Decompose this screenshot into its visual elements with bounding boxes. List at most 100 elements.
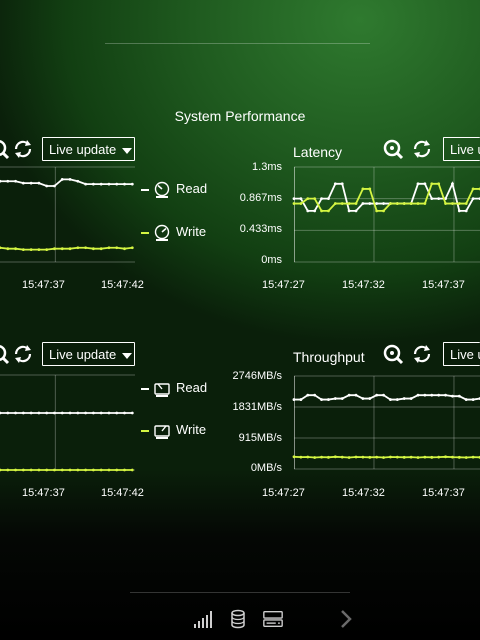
data-point <box>37 181 41 185</box>
data-point <box>327 398 330 401</box>
zoom-icon[interactable] <box>0 343 10 365</box>
data-point <box>457 209 461 213</box>
data-point <box>53 468 56 472</box>
data-point <box>14 468 17 472</box>
y-tick-label: 0.433ms <box>239 223 282 235</box>
data-point <box>107 246 111 250</box>
latency-title: Latency <box>293 144 343 160</box>
read-write-chart-bottom <box>0 374 135 472</box>
zoom-icon[interactable] <box>0 138 10 160</box>
data-point <box>375 209 379 213</box>
database-icon[interactable] <box>227 608 249 630</box>
signal-bars-icon[interactable] <box>192 608 214 630</box>
data-point <box>299 197 303 201</box>
data-point <box>6 247 10 251</box>
x-tick-label: 15:47:37 <box>422 487 465 499</box>
data-point <box>0 246 2 250</box>
background-fade <box>0 470 480 640</box>
data-point <box>60 468 64 472</box>
live-update-select[interactable]: Live update <box>42 137 135 161</box>
data-point <box>416 182 420 186</box>
legend-write-label: Write <box>176 422 207 437</box>
data-point <box>471 187 475 191</box>
data-point <box>347 202 351 205</box>
data-point <box>91 468 95 472</box>
legend-write-swatch <box>141 429 149 432</box>
data-point <box>327 197 330 201</box>
data-point <box>320 209 323 213</box>
data-point <box>37 248 41 252</box>
live-update-select[interactable]: Live update <box>443 137 480 161</box>
data-point <box>375 393 379 397</box>
data-point <box>437 197 441 201</box>
zoom-icon[interactable] <box>382 138 404 160</box>
data-point <box>395 398 399 401</box>
data-point <box>84 411 88 415</box>
gauge-icon <box>153 224 171 242</box>
y-tick-label: 0MB/s <box>250 462 282 474</box>
data-point <box>347 456 351 459</box>
data-point <box>423 393 427 397</box>
data-point <box>430 197 434 201</box>
data-point <box>45 468 49 472</box>
data-point <box>76 246 80 250</box>
data-point <box>130 246 134 250</box>
data-point <box>402 202 406 205</box>
data-point <box>299 398 303 401</box>
live-update-select[interactable]: Live update <box>42 342 135 366</box>
data-point <box>333 455 337 459</box>
x-tick-label: 15:47:32 <box>342 487 385 499</box>
legend-read-label: Read <box>176 181 208 196</box>
data-point <box>423 182 427 186</box>
series-line-read <box>294 181 480 212</box>
series-line-write <box>294 182 480 212</box>
data-point <box>99 182 103 186</box>
data-point <box>29 411 33 415</box>
data-point <box>123 468 126 472</box>
x-tick-label: 15:47:42 <box>101 487 144 499</box>
data-point <box>368 187 372 191</box>
data-point <box>368 455 372 459</box>
data-point <box>29 248 33 252</box>
live-update-select[interactable]: Live update <box>443 342 480 366</box>
data-point <box>37 468 41 472</box>
data-point <box>382 393 385 397</box>
legend-write-swatch <box>141 231 149 234</box>
refresh-icon[interactable] <box>411 343 433 365</box>
refresh-icon[interactable] <box>12 343 34 365</box>
data-point <box>347 209 351 213</box>
data-point <box>395 455 399 459</box>
data-point <box>53 247 56 251</box>
x-tick-label: 15:47:37 <box>22 487 65 499</box>
data-point <box>340 397 344 400</box>
data-point <box>320 197 323 201</box>
y-tick-label: 0ms <box>261 254 282 266</box>
data-point <box>29 181 33 185</box>
data-point <box>354 209 358 213</box>
data-point <box>354 455 358 459</box>
data-point <box>409 202 413 205</box>
chevron-right-icon[interactable] <box>335 608 357 630</box>
data-point <box>292 455 296 459</box>
data-point <box>115 246 119 250</box>
data-point <box>368 202 372 205</box>
refresh-icon[interactable] <box>12 138 34 160</box>
zoom-icon[interactable] <box>382 343 404 365</box>
data-point <box>402 455 406 459</box>
data-point <box>292 197 296 201</box>
data-point <box>464 202 468 205</box>
data-point <box>37 411 41 415</box>
data-point <box>464 456 468 459</box>
data-point <box>313 456 317 459</box>
data-point <box>361 202 365 205</box>
data-point <box>130 468 134 472</box>
data-point <box>45 411 49 415</box>
data-point <box>409 455 413 459</box>
data-point <box>6 468 10 472</box>
data-point <box>84 182 88 186</box>
refresh-icon[interactable] <box>411 138 433 160</box>
data-point <box>313 197 317 201</box>
data-point <box>123 182 126 186</box>
data-point <box>29 468 33 472</box>
server-icon[interactable] <box>262 608 286 630</box>
